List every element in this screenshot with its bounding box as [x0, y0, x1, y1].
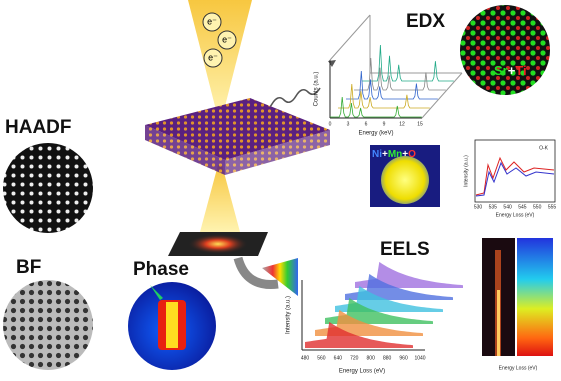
eels-plot: Intensity (a.u.) Energy Loss (eV) 480 560… — [286, 261, 463, 375]
ok-plot-part — [474, 139, 556, 203]
tick-label: 555 — [548, 204, 557, 210]
element: O — [408, 149, 416, 160]
bf-image — [3, 280, 93, 370]
edx-xlabel: Energy (keV) — [358, 131, 393, 137]
tick-label: 550 — [533, 204, 542, 210]
tick-label: 540 — [503, 204, 512, 210]
ok-title: O-K — [539, 145, 549, 151]
xray-arrowhead — [328, 60, 336, 67]
tick-label: 545 — [518, 204, 527, 210]
edx-spectrum — [354, 57, 446, 91]
tick-label: 3 — [347, 121, 350, 127]
crystal-part — [225, 130, 330, 175]
phase-image — [128, 282, 216, 370]
electron: e⁻ — [222, 34, 232, 44]
edx-plot-part — [329, 14, 371, 61]
tick-label: 480 — [301, 355, 310, 361]
phase-image-part — [166, 302, 178, 348]
detector-part — [233, 256, 279, 289]
element: Sr — [494, 63, 508, 78]
detector-part — [262, 258, 298, 296]
electron-beam-part — [217, 30, 237, 50]
crystal-part — [145, 125, 225, 175]
detector — [168, 232, 298, 296]
element-map-part: Ni+Mn+O — [372, 149, 416, 160]
tick-label: 0 — [329, 121, 332, 127]
tick-label: 640 — [334, 355, 343, 361]
detector-part — [188, 234, 248, 254]
tick-label: 6 — [365, 121, 368, 127]
tick-label: 12 — [399, 121, 405, 127]
edx-spectrum — [362, 44, 454, 82]
tick-label: 15 — [417, 121, 423, 127]
element: Mn — [388, 149, 402, 160]
electron: e⁻ — [208, 52, 218, 62]
eels-xlabel: Energy Loss (eV) — [339, 369, 385, 375]
tick-label: 1040 — [414, 355, 425, 361]
edx-ylabel: Counts (a.u.) — [314, 72, 320, 107]
plus: + — [402, 149, 408, 160]
crystal-part — [145, 98, 330, 160]
edx-plot-part — [421, 72, 463, 119]
tick-label: 9 — [383, 121, 386, 127]
eels-ylabel: Intensity (a.u.) — [286, 296, 292, 334]
ok-xlabel: Energy Loss (eV) — [496, 212, 535, 218]
element: Ti — [515, 63, 526, 78]
edx-map: Sr+Ti — [460, 5, 550, 95]
plus: + — [382, 149, 388, 160]
haadf-label: HAADF — [5, 117, 72, 138]
eels-map: Energy Loss (eV) — [482, 238, 553, 371]
tick-label: 720 — [350, 355, 359, 361]
ok-plot-part — [475, 161, 555, 197]
tick-label: 530 — [474, 204, 483, 210]
electron-beam-part — [203, 48, 223, 68]
element-map-part — [381, 156, 429, 204]
crystal — [145, 98, 330, 175]
haadf-image — [3, 143, 93, 233]
edx-plot: Counts (a.u.) Energy (keV) 0 3 6 9 12 15 — [314, 14, 463, 137]
tick-label: 960 — [399, 355, 408, 361]
eels-map-part — [517, 238, 553, 356]
tick-label: 560 — [317, 355, 326, 361]
ok-plot: O-K Intensity (a.u.) Energy Loss (eV) 53… — [463, 139, 557, 218]
edx-label: EDX — [406, 11, 445, 32]
element-map: Ni+Mn+O — [370, 145, 440, 207]
eels-spectrum — [305, 321, 413, 348]
electron-beam-part — [200, 165, 240, 232]
electron: e⁻ — [207, 16, 217, 26]
plus: + — [508, 63, 516, 78]
electron-beam-part — [202, 12, 222, 32]
tick-label: 800 — [367, 355, 376, 361]
edx-map-part: Sr+Ti — [494, 63, 527, 78]
eels-label: EELS — [380, 239, 430, 260]
phase-image-part — [150, 285, 163, 300]
phase-label: Phase — [133, 259, 189, 280]
electron-beam: e⁻ e⁻ e⁻ — [188, 0, 252, 232]
tick-label: 535 — [489, 204, 498, 210]
bf-label: BF — [16, 257, 41, 278]
edx-spectrum — [338, 83, 430, 109]
edx-map-part — [460, 5, 550, 95]
edx-spectrum — [330, 96, 422, 118]
ok-ylabel: Intensity (a.u.) — [463, 155, 469, 187]
tick-label: 880 — [383, 355, 392, 361]
eels-map-xlabel: Energy Loss (eV) — [499, 365, 538, 371]
element: Ni — [372, 149, 382, 160]
edx-spectrum — [346, 70, 438, 100]
ok-plot-part — [475, 156, 555, 196]
eels-map-part — [497, 290, 500, 356]
